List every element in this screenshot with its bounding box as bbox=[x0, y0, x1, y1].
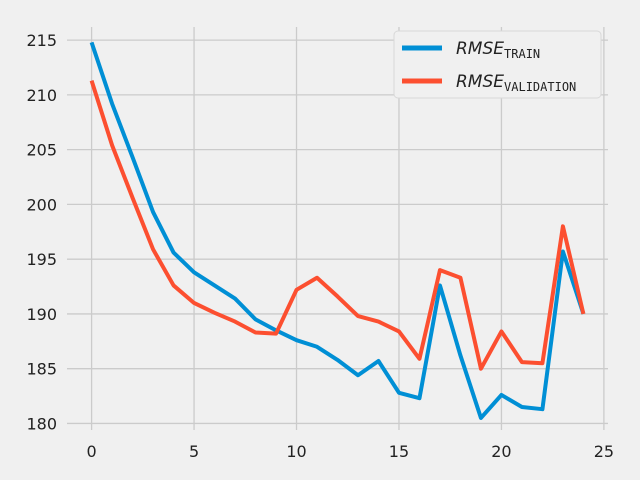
series-line-validation bbox=[89, 80, 586, 371]
y-tick-label: 180 bbox=[26, 414, 57, 433]
legend-entry-subscript: TRAIN bbox=[504, 47, 540, 61]
x-tick-label: 15 bbox=[389, 442, 409, 461]
y-tick-label: 215 bbox=[26, 31, 57, 50]
legend-entry-name: RMSE bbox=[456, 39, 504, 59]
y-tick-label: 195 bbox=[26, 250, 57, 269]
legend-entry-label: RMSEVALIDATION bbox=[456, 72, 576, 94]
legend-entry-label: RMSETRAIN bbox=[456, 39, 540, 61]
legend-entry-name: RMSE bbox=[456, 72, 504, 92]
y-tick-label: 190 bbox=[26, 305, 57, 324]
x-tick-label: 0 bbox=[86, 442, 96, 461]
series-line-train bbox=[89, 41, 586, 420]
y-tick-label: 200 bbox=[26, 195, 57, 214]
series-lines bbox=[89, 41, 586, 420]
legend-entry-subscript: VALIDATION bbox=[504, 80, 576, 94]
y-tick-label: 210 bbox=[26, 86, 57, 105]
legend-box bbox=[393, 30, 602, 99]
y-axis-ticks: 180 185 190 195 200 205 210 215 bbox=[26, 31, 57, 433]
x-tick-label: 5 bbox=[189, 442, 199, 461]
x-tick-label: 25 bbox=[594, 442, 614, 461]
y-tick-label: 205 bbox=[26, 141, 57, 160]
x-tick-label: 10 bbox=[286, 442, 306, 461]
x-axis-ticks: 0 5 10 15 20 25 bbox=[86, 442, 614, 461]
x-tick-label: 20 bbox=[491, 442, 511, 461]
y-tick-label: 185 bbox=[26, 360, 57, 379]
